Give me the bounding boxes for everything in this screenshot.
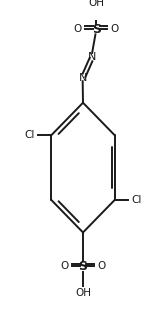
Text: Cl: Cl <box>132 195 142 205</box>
Text: O: O <box>97 261 106 271</box>
Text: O: O <box>60 261 69 271</box>
Text: N: N <box>88 52 96 62</box>
Text: OH: OH <box>75 289 91 299</box>
Text: N: N <box>79 73 87 83</box>
Text: S: S <box>92 23 101 36</box>
Text: S: S <box>79 260 87 273</box>
Text: O: O <box>74 24 82 34</box>
Text: Cl: Cl <box>24 130 34 140</box>
Text: O: O <box>111 24 119 34</box>
Text: OH: OH <box>88 0 104 8</box>
